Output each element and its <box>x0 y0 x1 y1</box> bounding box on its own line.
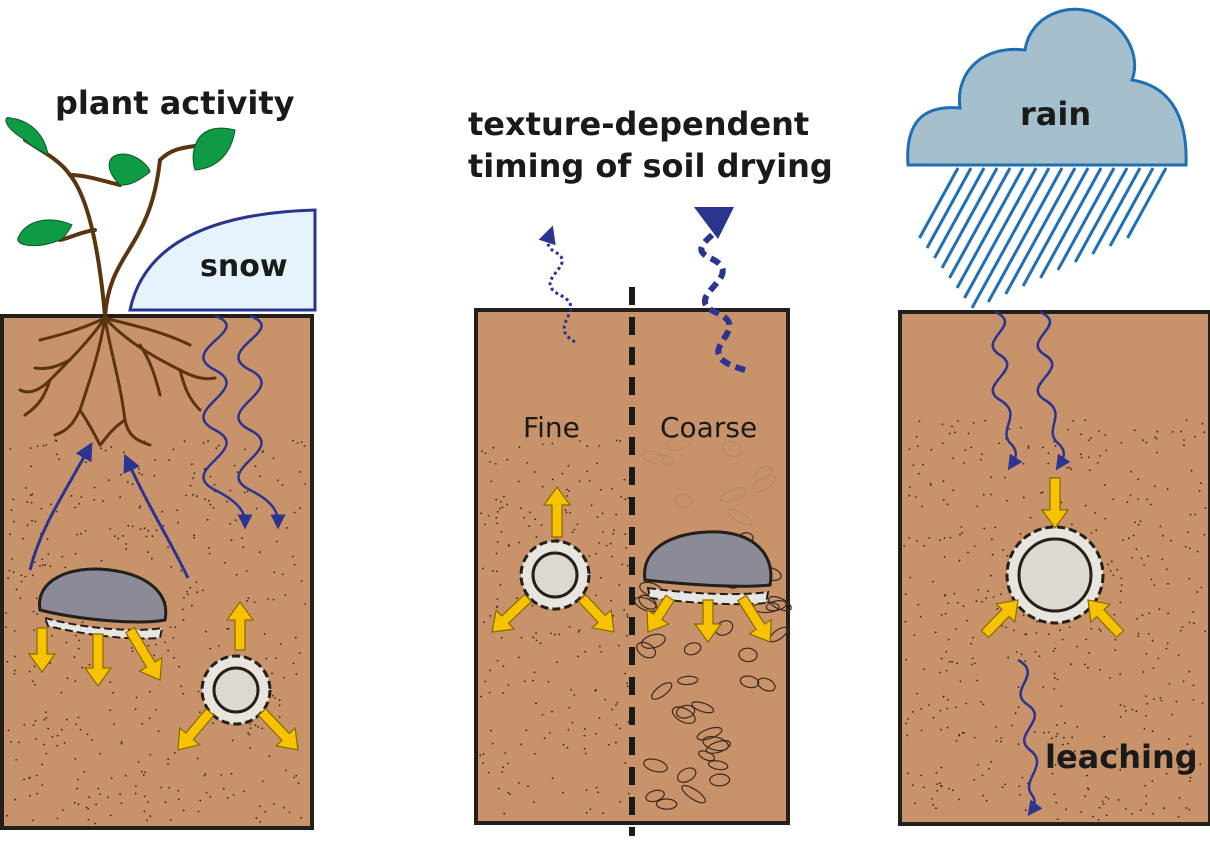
yellow-arrow <box>693 599 723 644</box>
yellow-arrow <box>542 485 572 538</box>
leaf-icon <box>17 219 73 247</box>
snowmelt-arrow <box>237 314 286 530</box>
rain-streaks <box>918 167 1168 309</box>
leaf-icon <box>192 127 236 171</box>
infiltration-arrow <box>1036 310 1071 471</box>
leaf-icon <box>5 116 49 156</box>
rain-label: rain <box>1020 95 1091 133</box>
yellow-arrow <box>177 707 215 751</box>
yellow-arrow <box>646 594 676 633</box>
soil-specks-left <box>5 439 307 825</box>
snow-label: snow <box>200 249 288 284</box>
yellow-arrow <box>1040 477 1070 530</box>
snow-patch <box>128 208 317 312</box>
yellow-arrow <box>736 594 772 643</box>
soil-column-left <box>0 314 314 830</box>
yellow-arrow <box>1087 599 1125 639</box>
infiltration-arrow <box>991 310 1023 471</box>
particle-arrows-fine <box>491 485 615 633</box>
yellow-arrow <box>980 599 1019 639</box>
water-uptake-arrow <box>28 442 93 571</box>
rock-arrows-left <box>27 626 163 688</box>
right-panel: rain leaching <box>898 7 1210 826</box>
texture-title-line1: texture-dependent <box>468 105 809 143</box>
leaching-label: leaching <box>1045 738 1198 776</box>
fine-label: Fine <box>523 411 580 444</box>
leaf-icon <box>108 153 151 186</box>
yellow-arrow <box>225 600 255 651</box>
leaf-icons <box>5 116 236 247</box>
soil-particle <box>200 654 272 726</box>
middle-panel: texture-dependent timing of soil drying … <box>468 105 833 836</box>
evaporation-arrow-fine <box>538 225 576 344</box>
yellow-arrow <box>491 593 533 633</box>
coarse-pebbles <box>634 434 792 810</box>
plant-roots <box>18 316 217 447</box>
plant-activity-label: plant activity <box>55 84 295 122</box>
rock-coarse <box>643 530 773 606</box>
yellow-arrow <box>83 633 113 688</box>
soil-particle-right <box>1005 525 1105 625</box>
evaporation-arrow-coarse <box>693 206 746 373</box>
particle-arrows-left <box>177 600 299 751</box>
left-panel: snow plant activity <box>0 84 317 830</box>
leaching-arrow <box>1017 658 1043 817</box>
water-uptake-arrow <box>123 453 190 579</box>
yellow-arrow <box>27 627 57 674</box>
coarse-label: Coarse <box>660 411 757 444</box>
rock-arrows-coarse <box>646 594 772 644</box>
snowmelt-arrow <box>202 314 253 530</box>
texture-title-line2: timing of soil drying <box>468 147 833 185</box>
soil-particle-fine <box>519 539 591 611</box>
yellow-arrow <box>257 707 299 751</box>
particle-arrows-right <box>980 477 1125 639</box>
yellow-arrow <box>124 626 163 681</box>
rain-cloud <box>906 7 1188 167</box>
yellow-arrow <box>577 593 615 633</box>
plant <box>23 138 197 318</box>
